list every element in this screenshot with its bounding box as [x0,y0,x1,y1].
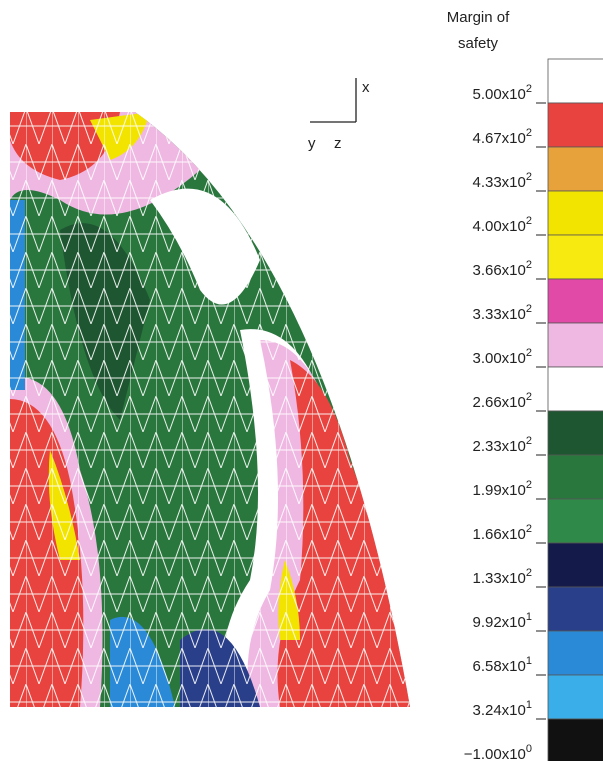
legend-swatch [547,674,603,720]
legend-level-mantissa: 2.66x10 [472,394,525,411]
legend-level-exponent: 0 [526,743,532,755]
legend-level-mantissa: 2.33x10 [472,438,525,455]
legend-level-label: 4.33x102 [472,171,532,191]
legend-title: Margin of [447,9,510,26]
legend-level-label: 3.24x101 [472,699,532,719]
legend-title: safety [458,35,499,52]
legend-level-label: 1.99x102 [472,479,532,499]
legend-level-mantissa: 3.33x10 [472,306,525,323]
contour-plot [10,112,410,707]
legend-level-exponent: 2 [526,435,532,447]
legend-level-label: 3.33x102 [472,303,532,323]
legend-level-label: 4.00x102 [472,215,532,235]
legend-level-mantissa: 3.00x10 [472,350,525,367]
legend-level-mantissa: 3.24x10 [472,702,525,719]
legend-level-label: −1.00x100 [464,743,532,761]
legend-level-mantissa: 1.33x10 [472,570,525,587]
triad-label: y [308,135,316,152]
legend-level-exponent: 2 [526,523,532,535]
legend-level-exponent: 1 [526,611,532,623]
legend-swatch [547,410,603,456]
legend-level-mantissa: 4.00x10 [472,218,525,235]
legend-level-exponent: 2 [526,215,532,227]
legend-level-exponent: 2 [526,303,532,315]
legend-level-label: 1.66x102 [472,523,532,543]
legend-level-exponent: 2 [526,347,532,359]
legend-level-exponent: 1 [526,699,532,711]
legend-swatch [547,234,603,280]
legend-level-exponent: 2 [526,127,532,139]
legend-swatch [547,146,603,192]
legend-level-exponent: 2 [526,567,532,579]
legend-swatch [547,630,603,676]
legend-level-mantissa: 9.92x10 [472,614,525,631]
legend-level-exponent: 2 [526,479,532,491]
legend-level-mantissa: −1.00x10 [464,746,526,761]
legend-level-exponent: 2 [526,391,532,403]
legend-level-mantissa: 1.66x10 [472,526,525,543]
triad-label: z [334,135,342,152]
legend-swatch [547,454,603,500]
legend-level-label: 9.92x101 [472,611,532,631]
legend-level-exponent: 2 [526,171,532,183]
legend-swatch [547,586,603,632]
legend-swatch [547,366,603,412]
legend-swatch [547,718,603,761]
legend-level-mantissa: 1.99x10 [472,482,525,499]
legend-level-mantissa: 5.00x10 [472,86,525,103]
legend-level-mantissa: 4.33x10 [472,174,525,191]
legend-level-mantissa: 3.66x10 [472,262,525,279]
legend-swatch [547,190,603,236]
legend-level-label: 2.33x102 [472,435,532,455]
legend-swatch [547,322,603,368]
legend-level-label: 4.67x102 [472,127,532,147]
legend-level-exponent: 1 [526,655,532,667]
legend-swatch [547,278,603,324]
legend-level-mantissa: 6.58x10 [472,658,525,675]
legend: 5.00x1024.67x1024.33x1024.00x1023.66x102… [464,58,603,761]
legend-level-label: 1.33x102 [472,567,532,587]
legend-level-exponent: 2 [526,259,532,271]
legend-swatch [547,542,603,588]
legend-level-label: 3.00x102 [472,347,532,367]
triad-label: x [362,79,370,96]
legend-level-exponent: 2 [526,83,532,95]
legend-level-label: 2.66x102 [472,391,532,411]
legend-level-label: 3.66x102 [472,259,532,279]
legend-level-mantissa: 4.67x10 [472,130,525,147]
axis-triad: x y z [308,78,370,152]
legend-swatch [547,498,603,544]
legend-level-label: 6.58x101 [472,655,532,675]
legend-swatch [547,102,603,148]
legend-swatch [547,58,603,104]
legend-level-label: 5.00x102 [472,83,532,103]
